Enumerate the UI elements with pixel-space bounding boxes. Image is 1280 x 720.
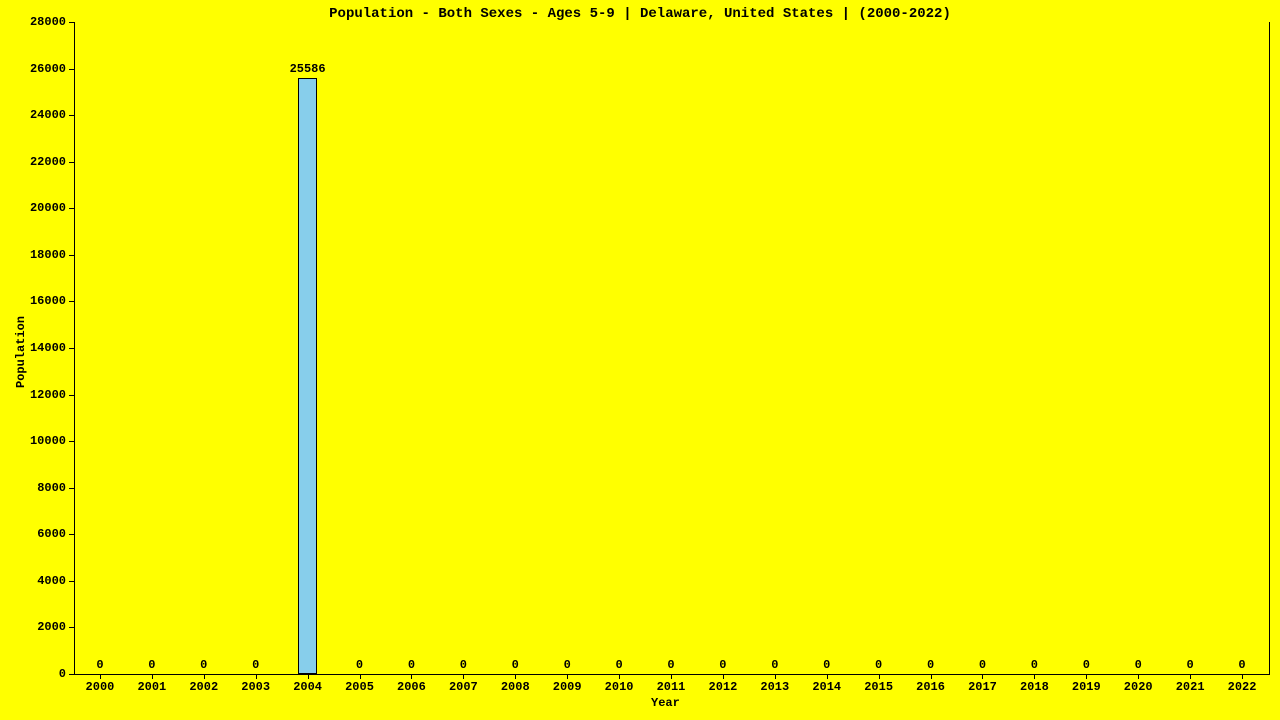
xtick-mark bbox=[152, 674, 153, 679]
ytick-mark bbox=[69, 674, 74, 675]
y-axis-label: Population bbox=[14, 316, 28, 388]
xtick-mark bbox=[411, 674, 412, 679]
xtick-label: 2000 bbox=[74, 680, 126, 694]
ytick-label: 22000 bbox=[30, 155, 66, 169]
xtick-label: 2021 bbox=[1164, 680, 1216, 694]
ytick-mark bbox=[69, 115, 74, 116]
xtick-label: 2019 bbox=[1060, 680, 1112, 694]
xtick-label: 2004 bbox=[282, 680, 334, 694]
xtick-mark bbox=[982, 674, 983, 679]
xtick-label: 2009 bbox=[541, 680, 593, 694]
xtick-label: 2003 bbox=[230, 680, 282, 694]
xtick-label: 2020 bbox=[1112, 680, 1164, 694]
ytick-mark bbox=[69, 627, 74, 628]
ytick-mark bbox=[69, 162, 74, 163]
ytick-label: 28000 bbox=[30, 15, 66, 29]
xtick-mark bbox=[1242, 674, 1243, 679]
xtick-label: 2010 bbox=[593, 680, 645, 694]
bar-value-label: 0 bbox=[226, 658, 286, 672]
xtick-mark bbox=[1138, 674, 1139, 679]
ytick-label: 14000 bbox=[30, 341, 66, 355]
ytick-mark bbox=[69, 581, 74, 582]
xtick-label: 2013 bbox=[749, 680, 801, 694]
xtick-mark bbox=[463, 674, 464, 679]
plot-area bbox=[74, 22, 1270, 675]
ytick-label: 4000 bbox=[37, 574, 66, 588]
x-axis-label: Year bbox=[651, 696, 680, 710]
xtick-mark bbox=[256, 674, 257, 679]
xtick-label: 2002 bbox=[178, 680, 230, 694]
ytick-mark bbox=[69, 395, 74, 396]
ytick-mark bbox=[69, 441, 74, 442]
ytick-label: 0 bbox=[59, 667, 66, 681]
xtick-label: 2017 bbox=[957, 680, 1009, 694]
xtick-label: 2007 bbox=[437, 680, 489, 694]
xtick-mark bbox=[931, 674, 932, 679]
ytick-label: 16000 bbox=[30, 294, 66, 308]
bar-value-label: 25586 bbox=[278, 62, 338, 76]
bar-value-label: 0 bbox=[1212, 658, 1272, 672]
ytick-mark bbox=[69, 255, 74, 256]
ytick-label: 26000 bbox=[30, 62, 66, 76]
xtick-mark bbox=[308, 674, 309, 679]
xtick-label: 2008 bbox=[489, 680, 541, 694]
chart-title: Population - Both Sexes - Ages 5-9 | Del… bbox=[0, 6, 1280, 22]
ytick-mark bbox=[69, 348, 74, 349]
xtick-mark bbox=[1086, 674, 1087, 679]
xtick-label: 2014 bbox=[801, 680, 853, 694]
ytick-label: 6000 bbox=[37, 527, 66, 541]
xtick-mark bbox=[619, 674, 620, 679]
ytick-mark bbox=[69, 22, 74, 23]
chart-container: Population - Both Sexes - Ages 5-9 | Del… bbox=[0, 0, 1280, 720]
xtick-mark bbox=[775, 674, 776, 679]
ytick-mark bbox=[69, 534, 74, 535]
xtick-label: 2006 bbox=[385, 680, 437, 694]
xtick-mark bbox=[204, 674, 205, 679]
xtick-label: 2012 bbox=[697, 680, 749, 694]
xtick-label: 2018 bbox=[1008, 680, 1060, 694]
xtick-mark bbox=[671, 674, 672, 679]
bar bbox=[298, 78, 318, 674]
ytick-mark bbox=[69, 301, 74, 302]
xtick-mark bbox=[515, 674, 516, 679]
ytick-mark bbox=[69, 69, 74, 70]
xtick-mark bbox=[1034, 674, 1035, 679]
ytick-mark bbox=[69, 208, 74, 209]
xtick-mark bbox=[100, 674, 101, 679]
ytick-label: 20000 bbox=[30, 201, 66, 215]
xtick-mark bbox=[879, 674, 880, 679]
xtick-label: 2016 bbox=[905, 680, 957, 694]
xtick-label: 2022 bbox=[1216, 680, 1268, 694]
xtick-mark bbox=[1190, 674, 1191, 679]
xtick-label: 2005 bbox=[334, 680, 386, 694]
xtick-mark bbox=[827, 674, 828, 679]
xtick-mark bbox=[360, 674, 361, 679]
xtick-mark bbox=[723, 674, 724, 679]
xtick-mark bbox=[567, 674, 568, 679]
xtick-label: 2011 bbox=[645, 680, 697, 694]
xtick-label: 2015 bbox=[853, 680, 905, 694]
xtick-label: 2001 bbox=[126, 680, 178, 694]
ytick-label: 12000 bbox=[30, 388, 66, 402]
ytick-label: 8000 bbox=[37, 481, 66, 495]
ytick-label: 10000 bbox=[30, 434, 66, 448]
ytick-label: 2000 bbox=[37, 620, 66, 634]
ytick-label: 24000 bbox=[30, 108, 66, 122]
ytick-label: 18000 bbox=[30, 248, 66, 262]
ytick-mark bbox=[69, 488, 74, 489]
